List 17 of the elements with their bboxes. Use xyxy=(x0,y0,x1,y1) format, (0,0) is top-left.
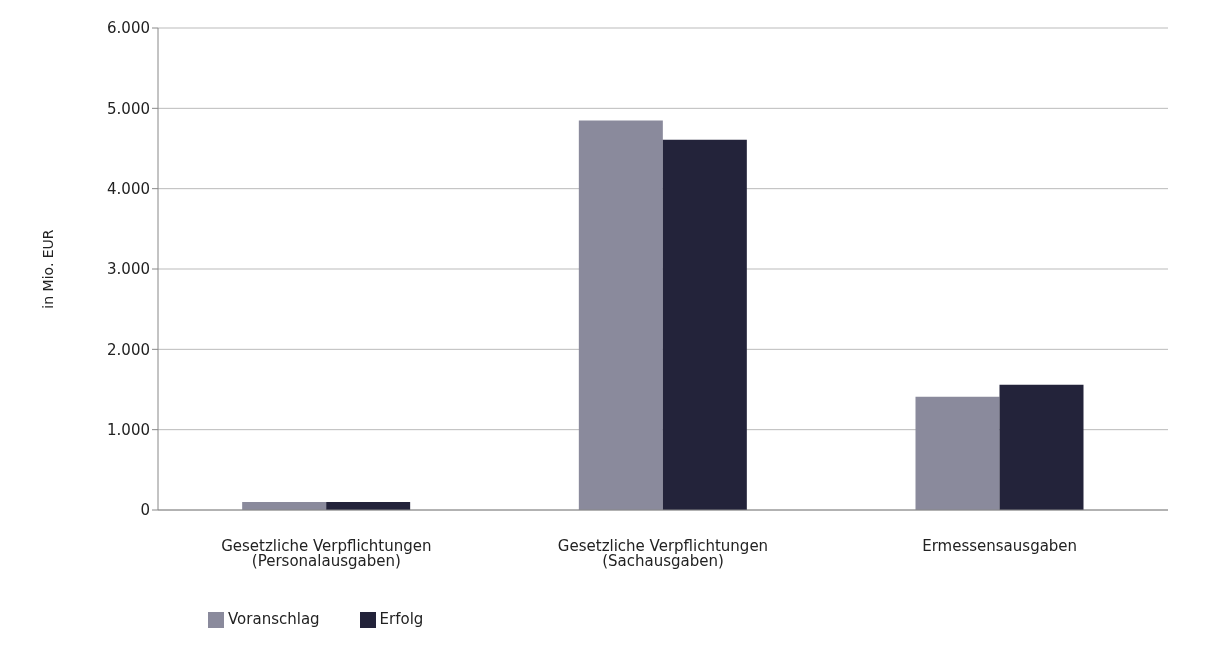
y-tick-label: 6.000 xyxy=(107,19,150,38)
y-tick-label: 3.000 xyxy=(107,260,150,279)
x-tick-label: Gesetzliche Verpflichtungen (Sachausgaben) xyxy=(557,536,769,570)
y-tick-label: 2.000 xyxy=(107,340,150,359)
y-tick-label: 5.000 xyxy=(107,99,150,118)
y-axis-title: in Mio. EUR xyxy=(39,229,56,309)
legend-label: Voranschlag xyxy=(228,610,320,628)
y-tick-label: 4.000 xyxy=(107,179,150,198)
y-tick-label: 1.000 xyxy=(107,420,150,439)
x-tick-label: Gesetzliche Verpflichtungen (Personalausgaben) xyxy=(221,536,432,570)
bar xyxy=(662,139,747,510)
bar xyxy=(999,384,1084,510)
legend-label: Erfolg xyxy=(379,610,424,628)
bar xyxy=(578,120,663,510)
y-tick-label: 0 xyxy=(140,501,150,520)
bar xyxy=(915,396,1000,510)
x-tick-label: Ermessensausgaben xyxy=(922,536,1078,555)
